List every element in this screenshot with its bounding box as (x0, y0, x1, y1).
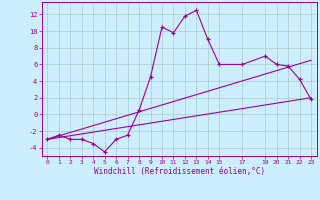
X-axis label: Windchill (Refroidissement éolien,°C): Windchill (Refroidissement éolien,°C) (94, 167, 265, 176)
